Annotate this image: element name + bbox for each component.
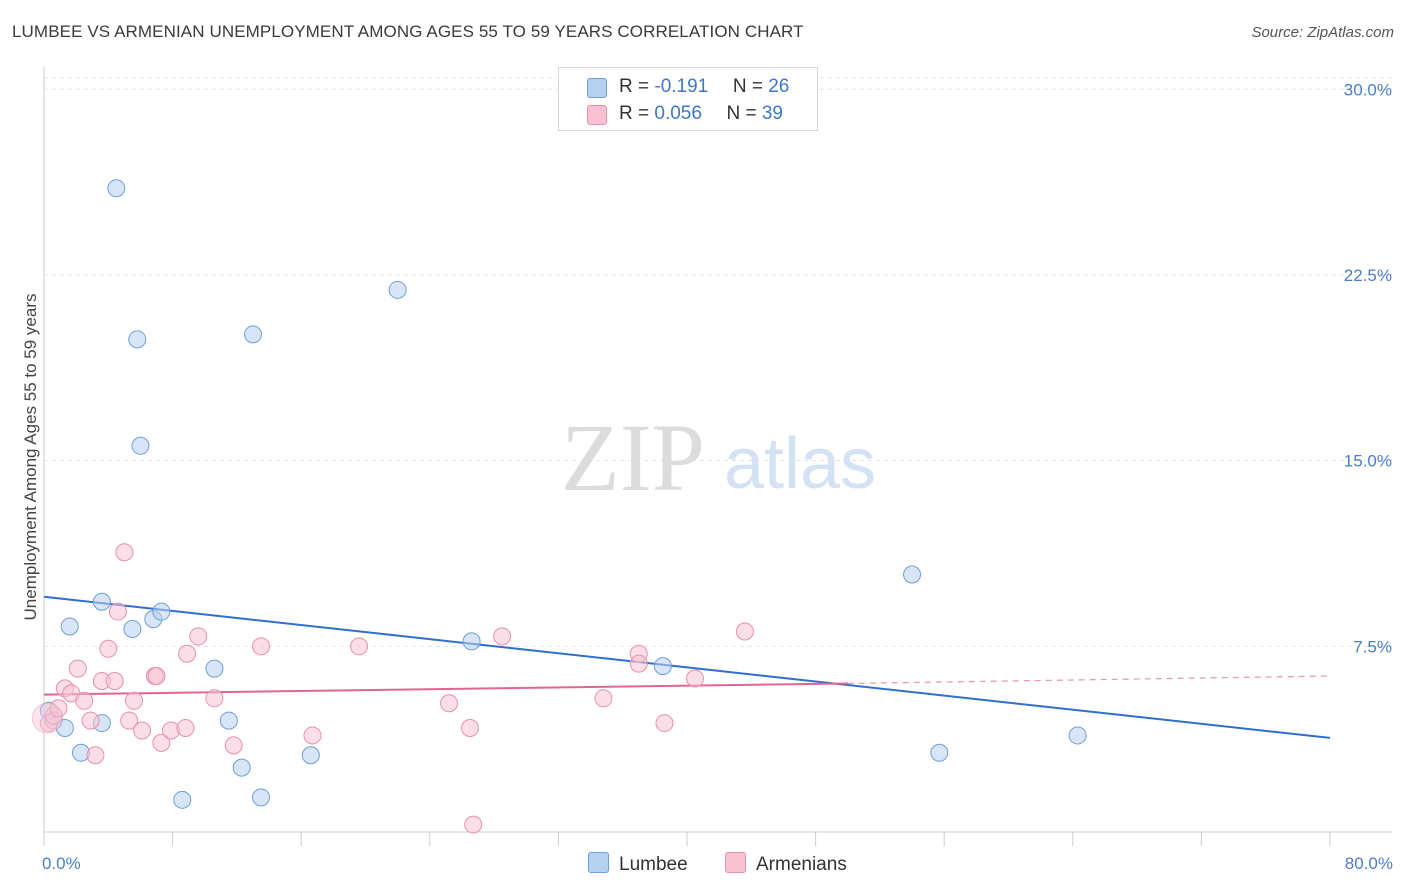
lumbee-r-value: -0.191 bbox=[654, 76, 709, 97]
lumbee-point bbox=[60, 617, 79, 636]
armenians-point bbox=[147, 667, 166, 686]
armenians-point bbox=[303, 726, 322, 745]
watermark-atlas: atlas bbox=[724, 424, 876, 504]
bottom-lumbee-label: Lumbee bbox=[619, 854, 688, 875]
armenians-point bbox=[205, 689, 224, 708]
lumbee-point bbox=[152, 602, 171, 621]
armenians-point bbox=[464, 815, 483, 834]
armenians-point bbox=[493, 627, 512, 646]
armenians-point bbox=[133, 721, 152, 740]
bottom-legend-lumbee: Lumbee bbox=[588, 852, 688, 876]
armenians-point bbox=[735, 622, 754, 641]
lumbee-point bbox=[1068, 726, 1087, 745]
armenians-point bbox=[125, 691, 144, 710]
y-tick-label: 7.5% bbox=[1353, 637, 1392, 656]
armenians-point bbox=[629, 654, 648, 673]
bottom-legend-armenians: Armenians bbox=[725, 852, 847, 876]
lumbee-point bbox=[219, 711, 238, 730]
armenians-point bbox=[594, 689, 613, 708]
lumbee-point bbox=[301, 746, 320, 765]
tick-labels: 7.5% 15.0% 22.5% 30.0% 0.0% 80.0% bbox=[42, 80, 1393, 873]
lumbee-swatch bbox=[587, 78, 607, 98]
armenians-n-label: N = bbox=[726, 103, 762, 124]
chart-title: LUMBEE VS ARMENIAN UNEMPLOYMENT AMONG AG… bbox=[12, 22, 804, 41]
armenians-trend-extension bbox=[847, 675, 1331, 685]
y-axis-label: Unemployment Among Ages 55 to 59 years bbox=[21, 294, 40, 621]
armenians-point bbox=[120, 711, 139, 730]
watermark: ZIP atlas bbox=[561, 404, 876, 511]
lumbee-point bbox=[903, 565, 922, 584]
armenians-point bbox=[108, 602, 127, 621]
lumbee-point bbox=[128, 330, 147, 349]
lumbee-point bbox=[131, 436, 150, 455]
y-tick-label: 22.5% bbox=[1344, 266, 1392, 285]
lumbee-point bbox=[107, 179, 126, 198]
armenians-point bbox=[350, 637, 369, 656]
bottom-lumbee-swatch bbox=[588, 852, 609, 873]
lumbee-point bbox=[123, 619, 142, 638]
armenians-point bbox=[99, 639, 118, 658]
lumbee-point bbox=[653, 657, 672, 676]
x-tick-label-start: 0.0% bbox=[42, 854, 81, 873]
armenians-point bbox=[115, 543, 134, 562]
armenians-n-value: 39 bbox=[761, 103, 783, 124]
y-tick-label: 15.0% bbox=[1344, 452, 1392, 471]
y-tick-label: 30.0% bbox=[1344, 80, 1392, 99]
gridlines bbox=[44, 77, 1392, 647]
lumbee-point bbox=[173, 790, 192, 809]
correlation-legend: R = -0.191 N = 26 R = 0.056 N = 39 bbox=[558, 67, 818, 131]
bottom-armenians-label: Armenians bbox=[756, 854, 847, 875]
lumbee-n-value: 26 bbox=[768, 76, 790, 97]
bottom-armenians-swatch bbox=[725, 852, 746, 873]
lumbee-point bbox=[252, 788, 271, 807]
armenians-swatch bbox=[587, 105, 607, 125]
armenians-point bbox=[152, 733, 171, 752]
armenians-point bbox=[460, 719, 479, 738]
armenians-point bbox=[86, 746, 105, 765]
armenians-point bbox=[252, 637, 271, 656]
lumbee-point bbox=[92, 592, 111, 611]
armenians-point bbox=[68, 659, 87, 678]
lumbee-point bbox=[930, 743, 949, 762]
lumbee-point bbox=[205, 659, 224, 678]
armenians-point bbox=[178, 644, 197, 663]
x-tick-label-end: 80.0% bbox=[1345, 854, 1393, 873]
lumbee-trend-line bbox=[43, 595, 1331, 739]
lumbee-point bbox=[232, 758, 251, 777]
armenians-point bbox=[189, 627, 208, 646]
armenians-point bbox=[655, 714, 674, 733]
armenians-point bbox=[31, 702, 63, 734]
axes bbox=[43, 67, 1392, 846]
lumbee-point bbox=[388, 280, 407, 299]
lumbee-point bbox=[243, 325, 262, 344]
armenians-r-label: R = bbox=[619, 103, 655, 124]
trend-lines bbox=[43, 595, 1331, 739]
armenians-point bbox=[176, 719, 195, 738]
lumbee-point bbox=[55, 719, 74, 738]
data-points bbox=[31, 179, 1087, 834]
lumbee-r-label: R = bbox=[619, 76, 655, 97]
lumbee-n-label: N = bbox=[732, 76, 769, 97]
armenians-point bbox=[75, 691, 94, 710]
armenians-point bbox=[81, 711, 100, 730]
armenians-point bbox=[105, 671, 124, 690]
armenians-point bbox=[440, 694, 459, 713]
watermark-zip: ZIP bbox=[561, 404, 705, 511]
lumbee-point bbox=[462, 632, 481, 651]
armenians-point bbox=[224, 736, 243, 755]
armenians-trend-line bbox=[43, 682, 848, 696]
armenians-point bbox=[686, 669, 705, 688]
source-label: Source: ZipAtlas.com bbox=[1251, 24, 1394, 41]
armenians-point bbox=[49, 699, 68, 718]
armenians-r-value: 0.056 bbox=[654, 103, 702, 124]
